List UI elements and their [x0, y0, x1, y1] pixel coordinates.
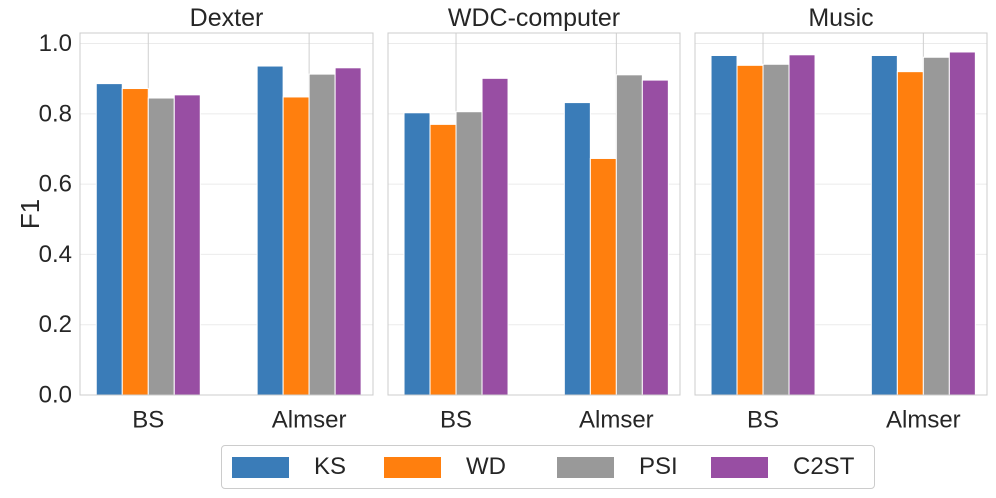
x-tick-label: Almser: [886, 407, 961, 434]
legend-label-wd: WD: [466, 453, 506, 480]
x-tick-label: BS: [747, 407, 779, 434]
bar-c2st: [481, 77, 509, 396]
bar-wd: [282, 96, 310, 396]
y-tick-label: 0.2: [39, 311, 72, 338]
y-tick-label: 0.0: [39, 382, 72, 409]
bar-ks: [256, 65, 284, 396]
bar-ks: [710, 54, 738, 396]
bar-c2st: [173, 94, 201, 396]
bar-psi: [762, 63, 790, 396]
legend: KS WD PSI C2ST: [221, 445, 875, 489]
legend-item-ks: KS: [232, 446, 346, 488]
y-tick-label: 0.4: [39, 241, 72, 268]
legend-item-psi: PSI: [557, 446, 678, 488]
legend-swatch-ks: [232, 456, 289, 478]
bar-psi: [615, 74, 643, 396]
legend-item-c2st: C2ST: [711, 446, 854, 488]
x-tick-label: BS: [440, 407, 472, 434]
bar-wd: [896, 71, 924, 396]
bar-wd: [121, 88, 149, 396]
y-tick-label: 1.0: [39, 30, 72, 57]
bar-ks: [870, 54, 898, 396]
bar-psi: [922, 56, 950, 396]
bar-c2st: [948, 51, 976, 396]
panel-frame: [387, 32, 681, 396]
panel-frame: [79, 32, 374, 396]
panel-title: WDC-computer: [448, 4, 620, 32]
bar-c2st: [788, 54, 816, 396]
legend-swatch-wd: [384, 456, 441, 478]
bar-c2st: [641, 79, 669, 396]
bar-psi: [308, 73, 336, 396]
bar-ks: [563, 102, 591, 396]
legend-swatch-psi: [557, 456, 614, 478]
x-tick-label: Almser: [579, 407, 654, 434]
bar-wd: [736, 64, 764, 396]
x-tick-label: BS: [132, 407, 164, 434]
y-tick-label: 0.8: [39, 100, 72, 127]
legend-label-psi: PSI: [639, 453, 678, 480]
legend-label-ks: KS: [314, 453, 347, 480]
bar-ks: [95, 83, 123, 396]
bar-wd: [589, 157, 617, 396]
bar-ks: [403, 112, 431, 396]
x-tick-label: Almser: [272, 407, 347, 434]
legend-label-c2st: C2ST: [793, 453, 855, 480]
y-axis-label: F1: [15, 199, 45, 229]
panel-frame: [694, 32, 988, 396]
legend-swatch-c2st: [711, 456, 768, 478]
panel-title: Music: [808, 4, 873, 32]
bar-psi: [455, 111, 483, 396]
panel-title: Dexter: [190, 4, 264, 32]
y-tick-label: 0.6: [39, 171, 72, 198]
bar-c2st: [334, 67, 362, 396]
bar-wd: [429, 123, 457, 396]
bar-psi: [147, 97, 175, 396]
legend-item-wd: WD: [384, 446, 506, 488]
